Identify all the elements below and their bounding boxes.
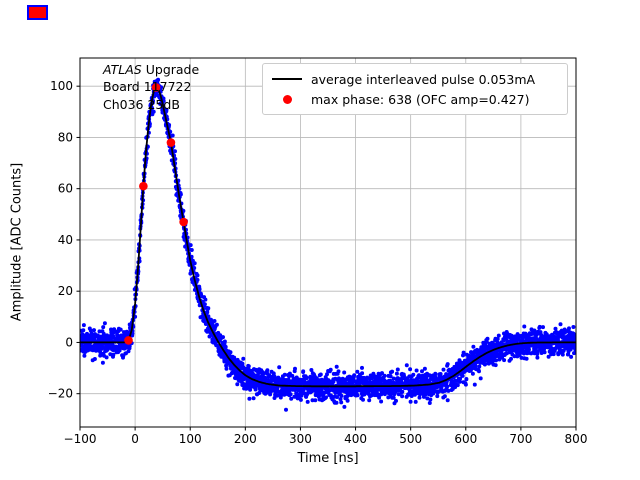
- average-pulse-line: [80, 85, 576, 388]
- svg-text:100: 100: [179, 432, 202, 446]
- red-marker: [27, 5, 48, 20]
- svg-text:20: 20: [58, 284, 73, 298]
- legend-entry-average-pulse: average interleaved pulse 0.053mA: [271, 69, 559, 89]
- tick-labels: −100 0 100 200 300 400 500 600 700 800 −20 0 20 40 60 8…: [48, 79, 588, 446]
- annotation-line-3: Ch036 25dB: [103, 96, 180, 112]
- x-axis-label: Time [ns]: [297, 451, 359, 466]
- svg-text:100: 100: [50, 79, 73, 93]
- annotation-line-2: Board 117722: [103, 79, 192, 95]
- y-axis-label: Amplitude [ADC Counts]: [9, 162, 25, 322]
- svg-text:800: 800: [565, 432, 588, 446]
- svg-text:500: 500: [399, 432, 422, 446]
- legend: average interleaved pulse 0.053mA max ph…: [262, 63, 568, 115]
- legend-entry-max-phase: max phase: 638 (OFC amp=0.427): [271, 89, 559, 109]
- svg-text:80: 80: [58, 130, 73, 144]
- svg-text:200: 200: [234, 432, 257, 446]
- annotation-upgrade: Upgrade: [145, 62, 200, 77]
- max-phase-dots: [124, 83, 188, 345]
- svg-text:40: 40: [58, 233, 73, 247]
- scatter-series: [80, 77, 576, 412]
- svg-text:−100: −100: [64, 432, 97, 446]
- svg-text:700: 700: [509, 432, 532, 446]
- svg-text:300: 300: [289, 432, 312, 446]
- legend-label-average-pulse: average interleaved pulse 0.053mA: [311, 71, 536, 87]
- legend-line-swatch: [271, 78, 303, 80]
- svg-text:−20: −20: [48, 387, 73, 401]
- svg-text:60: 60: [58, 182, 73, 196]
- annotation-atlas: ATLAS: [103, 62, 142, 77]
- legend-dot-swatch: [271, 94, 303, 104]
- legend-label-max-phase: max phase: 638 (OFC amp=0.427): [311, 91, 530, 107]
- svg-text:600: 600: [454, 432, 477, 446]
- axes-frame: [79, 57, 577, 428]
- svg-text:0: 0: [65, 335, 73, 349]
- svg-text:0: 0: [131, 432, 139, 446]
- annotation-text: ATLAS Upgrade Board 117722 Ch036 25dB: [103, 61, 199, 113]
- svg-text:400: 400: [344, 432, 367, 446]
- ticks: [76, 85, 577, 431]
- annotation-line-1: ATLAS Upgrade: [103, 61, 199, 78]
